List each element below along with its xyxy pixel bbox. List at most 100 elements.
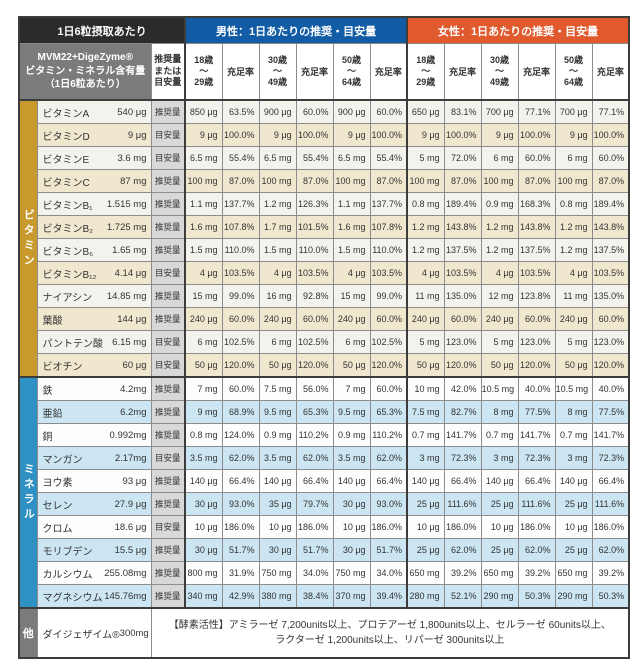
intake-value-cell: 15 mg [184,284,223,308]
sufficiency-rate-cell: 50.3% [517,584,556,609]
sufficiency-rate-cell: 103.5% [369,261,408,285]
sufficiency-rate-cell: 72.0% [443,146,482,170]
nutrient-name: ビタミンE [42,154,90,166]
sufficiency-rate-cell: 100.0% [517,123,556,147]
sufficiency-rate-cell: 189.4% [443,192,482,216]
sufficiency-rate-cell: 62.0% [295,446,334,470]
intake-value-cell: 0.8 mg [184,423,223,447]
intake-value-cell: 6.5 mg [184,146,223,170]
nutrient-name: パントテン酸 [42,338,104,350]
nutrient-amount: 14.85 mg [106,290,147,302]
sufficiency-rate-cell: 123.0% [517,330,556,354]
intake-value-cell: 140 μg [406,469,445,493]
intake-value-cell: 380 mg [258,584,297,609]
intake-value-cell: 30 μg [258,538,297,562]
sufficiency-rate-cell: 123.8% [517,284,556,308]
sufficiency-rate-cell: 55.4% [221,146,260,170]
sufficiency-rate-cell: 40.0% [591,376,630,401]
header-line: ビタミン・ミネラル含有量 [25,65,146,77]
nutrient-amount: 3.6 mg [117,152,147,164]
other-band: 他 [18,607,38,659]
sufficiency-rate-cell: 52.1% [443,584,482,609]
intake-value-cell: 7 mg [184,376,223,401]
table-row: ビタミンB₆ 1.65 mg 推奨量 1.5 mg 110.0% 1.5 mg 110.0%… [19,238,630,262]
intake-value-cell: 11 mg [406,284,445,308]
nutrient-amount: 4.2mg [120,383,147,395]
table-row: クロム 18.6 μg 目安量 10 μg 186.0% 10 μg 186.0% 10 μg… [19,515,630,539]
intake-type-badge: 推奨量 [150,284,186,308]
intake-value-cell: 240 μg [406,307,445,331]
sufficiency-rate-cell: 60.0% [591,307,630,331]
intake-value-cell: 0.7 mg [480,423,519,447]
sufficiency-rate-cell: 100.0% [591,123,630,147]
sufficiency-rate-cell: 111.6% [443,492,482,516]
sufficiency-rate-cell: 66.4% [443,469,482,493]
enzyme-activity-note: 【酵素活性】アミラーゼ 7,200units以上、プロテアーゼ 1,800uni… [150,607,630,659]
sufficiency-rate-cell: 77.5% [517,400,556,424]
nutrient-amount: 540 μg [117,106,147,118]
intake-value-cell: 0.7 mg [406,423,445,447]
nutrient-name: 葉酸 [42,315,63,327]
intake-value-cell: 9 μg [554,123,593,147]
intake-value-cell: 10 μg [184,515,223,539]
sufficiency-rate-cell: 141.7% [517,423,556,447]
sufficiency-rate-cell: 62.0% [221,446,260,470]
intake-value-cell: 1.5 mg [332,238,371,262]
sufficiency-rate-cell: 87.0% [369,169,408,193]
intake-value-cell: 1.2 mg [406,238,445,262]
intake-value-cell: 6 mg [554,146,593,170]
intake-value-cell: 6.5 mg [258,146,297,170]
intake-value-cell: 5 mg [480,330,519,354]
nutrient-amount: 60 μg [122,359,147,371]
nutrient-amount: 18.6 μg [114,521,147,533]
intake-value-cell: 8 mg [480,400,519,424]
sufficiency-rate-cell: 87.0% [221,169,260,193]
sufficiency-rate-cell: 110.2% [295,423,334,447]
sufficiency-rate-cell: 186.0% [221,515,260,539]
nutrient-name: ビタミンB₁₂ [42,269,97,281]
intake-value-cell: 9 μg [184,123,223,147]
sufficiency-rate-header: 充足率 [443,43,482,101]
intake-value-cell: 280 mg [406,584,445,609]
sufficiency-rate-header: 充足率 [591,43,630,101]
sufficiency-rate-cell: 60.0% [221,376,260,401]
intake-value-cell: 1.2 mg [554,215,593,239]
intake-value-cell: 25 μg [554,492,593,516]
nutrient-cell: ビタミンB₆ 1.65 mg [36,238,152,262]
header-line: 18歳 [416,54,436,65]
sufficiency-rate-cell: 51.7% [221,538,260,562]
intake-value-cell: 8 mg [554,400,593,424]
intake-value-cell: 240 μg [480,307,519,331]
intake-value-cell: 750 mg [332,561,371,585]
intake-value-cell: 30 μg [332,492,371,516]
sufficiency-rate-cell: 66.4% [369,469,408,493]
table-body: ビタミン ビタミンA 540 μg 推奨量 850 μg 63.5% 900 μg 60.0%… [18,99,630,659]
band-label: ビタミン [22,208,35,269]
sufficiency-rate-cell: 31.9% [221,561,260,585]
intake-value-cell: 290 mg [480,584,519,609]
intake-value-cell: 140 μg [480,469,519,493]
intake-value-cell: 4 μg [554,261,593,285]
intake-value-cell: 650 μg [406,99,445,124]
sufficiency-rate-cell: 120.0% [443,353,482,378]
sufficiency-rate-cell: 77.1% [591,99,630,124]
table-row: ビタミンB₂ 1.725 mg 推奨量 1.6 mg 107.8% 1.7 mg 101.5… [19,215,630,239]
intake-value-cell: 0.8 mg [554,192,593,216]
sufficiency-rate-cell: 83.1% [443,99,482,124]
sufficiency-rate-header: 充足率 [517,43,556,101]
intake-value-cell: 4 μg [184,261,223,285]
table-row: 銅 0.992mg 推奨量 0.8 mg 124.0% 0.9 mg 110.2% 0.9 m… [19,423,630,447]
intake-value-cell: 5 mg [554,330,593,354]
nutrient-cell: マンガン 2.17mg [36,446,152,470]
per-serving-header: 1日6粒摂取あたり [18,16,186,44]
nutrient-name: ビタミンA [42,108,90,120]
sufficiency-rate-cell: 186.0% [369,515,408,539]
intake-value-cell: 11 mg [554,284,593,308]
sufficiency-rate-cell: 107.8% [369,215,408,239]
sufficiency-rate-cell: 66.4% [591,469,630,493]
intake-value-cell: 650 mg [406,561,445,585]
header-line: MVM22+DigeZyme® [37,52,133,64]
intake-value-cell: 6.5 mg [332,146,371,170]
sufficiency-rate-cell: 143.8% [517,215,556,239]
sufficiency-rate-cell: 99.0% [221,284,260,308]
